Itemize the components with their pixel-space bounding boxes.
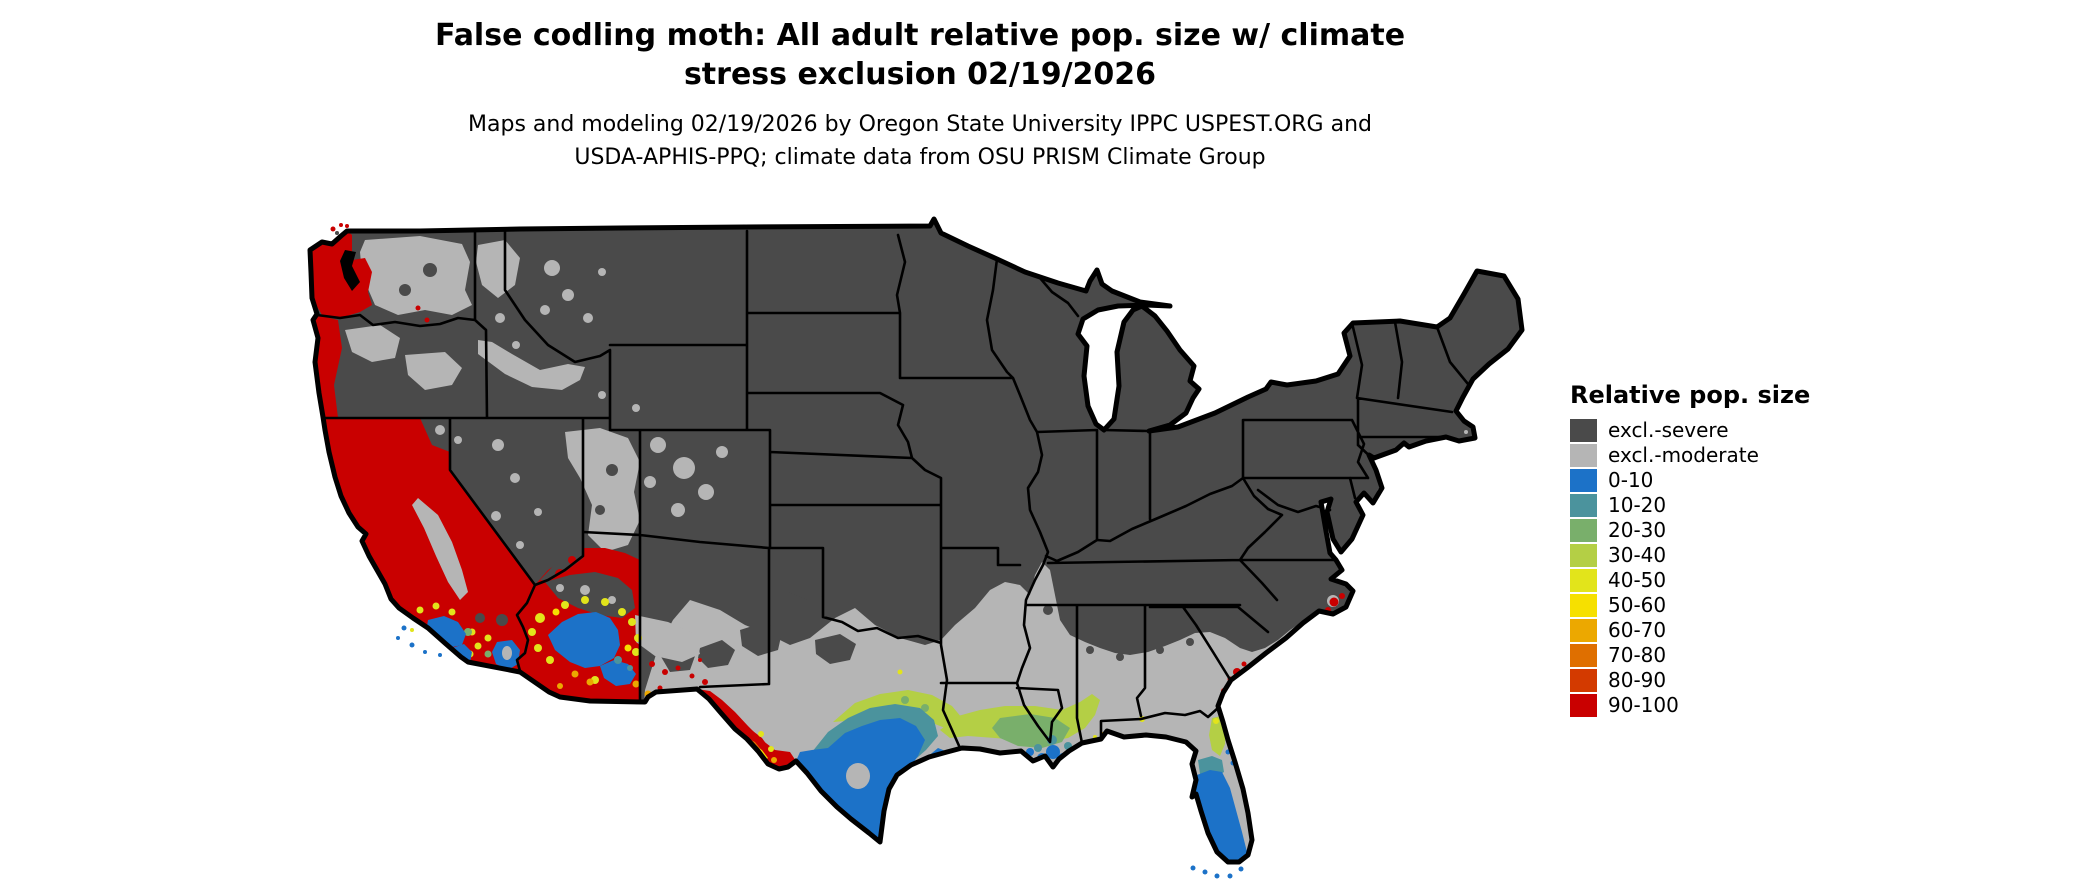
legend-label: 90-100 xyxy=(1608,693,1679,717)
legend-label: excl.-severe xyxy=(1608,418,1729,442)
legend-item: 30-40 xyxy=(1570,544,1810,567)
map-title-line2: stress exclusion 02/19/2026 xyxy=(683,57,1157,92)
map-header: False codling moth: All adult relative p… xyxy=(300,16,1540,174)
legend-swatch xyxy=(1570,644,1597,667)
legend-swatch xyxy=(1570,494,1597,517)
legend-item: 10-20 xyxy=(1570,494,1810,517)
legend-item: 40-50 xyxy=(1570,569,1810,592)
legend-swatch xyxy=(1570,569,1597,592)
legend-item: excl.-severe xyxy=(1570,419,1810,442)
legend-item: 20-30 xyxy=(1570,519,1810,542)
legend-label: 80-90 xyxy=(1608,668,1667,692)
legend-label: excl.-moderate xyxy=(1608,443,1759,467)
legend-label: 0-10 xyxy=(1608,468,1654,492)
legend-item: 0-10 xyxy=(1570,469,1810,492)
legend-swatch xyxy=(1570,544,1597,567)
legend-item: 90-100 xyxy=(1570,694,1810,717)
legend-label: 70-80 xyxy=(1608,643,1667,667)
legend-item: 70-80 xyxy=(1570,644,1810,667)
legend-swatch xyxy=(1570,694,1597,717)
legend-label: 40-50 xyxy=(1608,568,1667,592)
legend-label: 30-40 xyxy=(1608,543,1667,567)
florida-keys xyxy=(1190,865,1244,879)
legend-label: 50-60 xyxy=(1608,593,1667,617)
channel-islands xyxy=(396,625,442,657)
legend-label: 10-20 xyxy=(1608,493,1667,517)
legend-label: 20-30 xyxy=(1608,518,1667,542)
canada-coast-specks xyxy=(330,223,349,235)
map-fill-layers xyxy=(310,219,1522,862)
map-subtitle-line1: Maps and modeling 02/19/2026 by Oregon S… xyxy=(468,112,1372,137)
legend-title: Relative pop. size xyxy=(1570,381,1811,409)
us-outline xyxy=(307,216,1525,865)
legend-swatch xyxy=(1570,619,1597,642)
legend-item: 60-70 xyxy=(1570,619,1810,642)
legend-items: excl.-severe excl.-moderate 0-10 10-20 20-30… xyxy=(1570,419,1810,717)
map-subtitle-line2: USDA-APHIS-PPQ; climate data from OSU PR… xyxy=(574,145,1266,170)
legend-swatch xyxy=(1570,419,1597,442)
legend: Relative pop. size excl.-severe excl.-mod… xyxy=(1570,381,1810,719)
map-subtitle: Maps and modeling 02/19/2026 by Oregon S… xyxy=(300,108,1540,174)
legend-swatch xyxy=(1570,594,1597,617)
legend-swatch xyxy=(1570,519,1597,542)
legend-item: 80-90 xyxy=(1570,669,1810,692)
legend-swatch xyxy=(1570,469,1597,492)
legend-swatch xyxy=(1570,444,1597,467)
map-title: False codling moth: All adult relative p… xyxy=(300,16,1540,94)
state-borders xyxy=(315,229,1470,750)
legend-label: 60-70 xyxy=(1608,618,1667,642)
map-title-line1: False codling moth: All adult relative p… xyxy=(434,18,1406,53)
legend-item: excl.-moderate xyxy=(1570,444,1810,467)
legend-swatch xyxy=(1570,669,1597,692)
puget-sound xyxy=(340,250,360,291)
legend-item: 50-60 xyxy=(1570,594,1810,617)
